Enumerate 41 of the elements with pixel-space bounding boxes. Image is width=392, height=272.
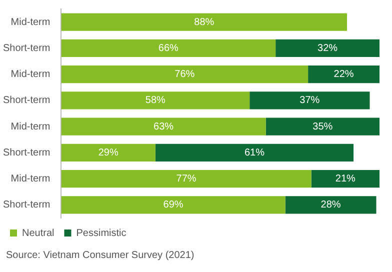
data-label: 29% bbox=[98, 147, 118, 158]
bar bbox=[61, 170, 312, 188]
data-label: 69% bbox=[163, 200, 184, 211]
data-label: 66% bbox=[158, 42, 179, 54]
y-tick-label: Short-term bbox=[2, 200, 50, 211]
data-label: 58% bbox=[145, 95, 166, 106]
data-label: 76% bbox=[174, 69, 195, 80]
data-label: 37% bbox=[300, 95, 320, 106]
bar bbox=[311, 170, 380, 188]
y-tick-label: Mid-term bbox=[10, 174, 50, 185]
legend-label: Pessimistic bbox=[76, 228, 126, 239]
legend-label: Neutral bbox=[22, 228, 54, 239]
y-tick-label: Mid-term bbox=[10, 16, 50, 28]
bar bbox=[61, 118, 266, 136]
bar bbox=[61, 144, 156, 162]
bar bbox=[61, 196, 286, 214]
y-tick-label: Short-term bbox=[2, 42, 50, 54]
bar bbox=[250, 92, 370, 110]
data-label: 32% bbox=[318, 42, 338, 54]
bar bbox=[61, 92, 250, 110]
data-label: 61% bbox=[244, 147, 265, 158]
bar bbox=[61, 13, 348, 31]
data-label: 28% bbox=[320, 200, 341, 211]
y-tick-label: Short-term bbox=[2, 147, 50, 158]
data-label: 88% bbox=[194, 16, 214, 28]
data-label: 21% bbox=[335, 174, 356, 185]
y-tick-label: Mid-term bbox=[10, 121, 50, 132]
y-tick-label: Mid-term bbox=[10, 69, 50, 80]
bar bbox=[276, 39, 380, 58]
bar bbox=[61, 65, 308, 84]
bar bbox=[285, 196, 376, 214]
y-tick-label: Short-term bbox=[2, 95, 50, 106]
data-label: 77% bbox=[176, 174, 196, 185]
source-note: Source: Vietnam Consumer Survey (2021) bbox=[6, 250, 194, 261]
bar bbox=[266, 118, 380, 136]
data-label: 35% bbox=[312, 121, 333, 132]
data-label: 63% bbox=[154, 121, 174, 132]
bar bbox=[308, 65, 380, 84]
data-label: 22% bbox=[334, 69, 354, 80]
bar bbox=[61, 39, 276, 58]
bar bbox=[155, 144, 354, 162]
